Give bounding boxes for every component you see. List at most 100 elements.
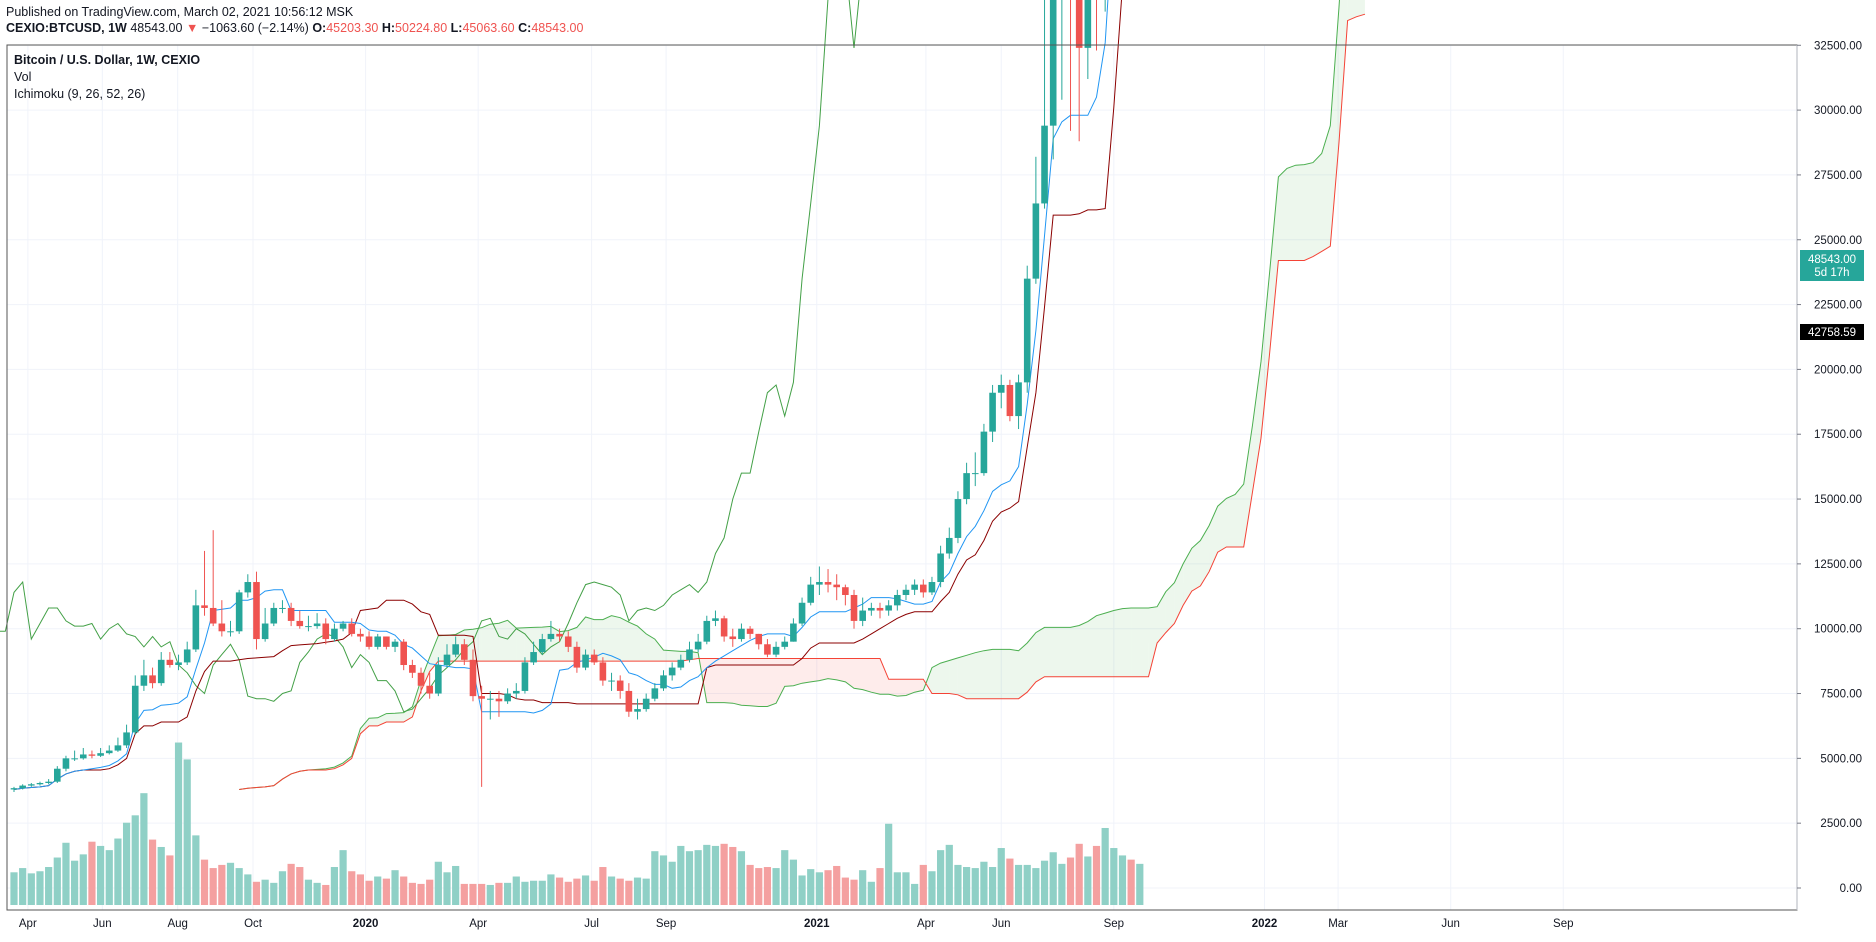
candle-body: [97, 753, 104, 756]
volume-bar: [36, 871, 44, 905]
cloud-segment: [1287, 165, 1296, 261]
month-tick-label: Mar: [1328, 918, 1348, 930]
cloud-segment: [1261, 271, 1270, 439]
cloud-segment: [1295, 164, 1305, 261]
volume-bar: [157, 846, 165, 905]
year-tick-label: 2022: [1252, 918, 1278, 930]
candle-body: [279, 607, 286, 609]
candle-body: [902, 589, 910, 595]
candle-body: [469, 659, 477, 697]
volume-bar: [218, 864, 226, 905]
candle-body: [383, 636, 390, 647]
candle-body: [868, 607, 875, 611]
candle-body: [391, 641, 399, 647]
candle-body: [105, 750, 113, 754]
last-price: 48543.00: [130, 21, 183, 35]
ichimoku-lines: [0, 0, 1366, 790]
volume-bar: [166, 855, 174, 905]
price-tick-label: 2500.00: [1820, 818, 1862, 830]
candle-body: [547, 633, 555, 640]
volume-bar: [1110, 848, 1118, 905]
cloud-segment: [1070, 625, 1080, 677]
candle-body: [634, 709, 641, 712]
cloud-segment: [646, 633, 655, 662]
volume-bar: [174, 742, 183, 905]
volume-bar: [1040, 860, 1049, 905]
cloud-segment: [871, 658, 880, 695]
volume-bar: [980, 861, 988, 905]
volume-bar: [313, 882, 321, 905]
cloud-segment: [802, 658, 811, 684]
cloud-segment: [1269, 176, 1279, 353]
price-tick-label: 22500.00: [1814, 300, 1862, 312]
candle-body: [209, 607, 217, 624]
candle-body: [729, 636, 737, 640]
candle-body: [798, 602, 806, 624]
cloud-segment: [905, 679, 915, 696]
candle-body: [668, 667, 676, 676]
price-tick-label: 7500.00: [1820, 689, 1862, 701]
price-tick-label: 10000.00: [1814, 624, 1862, 636]
month-tick-label: Jun: [992, 918, 1011, 930]
cloud-segment: [715, 658, 725, 703]
volume-bar: [1092, 845, 1101, 905]
volume-bar: [322, 884, 330, 905]
volume-bar: [971, 868, 979, 905]
month-tick-label: Apr: [917, 918, 935, 930]
cloud-segment: [758, 658, 768, 707]
volume-bar: [252, 881, 261, 905]
cloud-segment: [594, 619, 603, 662]
volume-bar: [330, 867, 339, 905]
volume-bar: [1066, 857, 1075, 905]
cloud-segment: [750, 658, 759, 707]
volume-bar: [763, 867, 772, 905]
volume-bar: [885, 823, 893, 905]
price-tick-label: 30000.00: [1814, 105, 1862, 117]
cloud-segment: [395, 712, 404, 723]
cloud-segment: [914, 679, 924, 693]
candle-body: [357, 633, 364, 637]
candle-body: [322, 623, 330, 640]
volume-bar: [192, 835, 200, 905]
volume-bar: [755, 868, 763, 905]
cloud-segment: [498, 620, 508, 662]
cloud-segment: [836, 658, 846, 682]
cloud-segment: [992, 649, 1002, 699]
cloud-segment: [880, 658, 889, 695]
cloud-segment: [1157, 591, 1166, 643]
legend-title: Bitcoin / U.S. Dollar, 1W, CEXIO: [14, 53, 200, 67]
volume-bar: [183, 759, 191, 905]
volume-bar: [651, 851, 659, 905]
cloud-segment: [1105, 610, 1114, 677]
volume-bar: [789, 859, 797, 905]
open-label: O:: [312, 21, 327, 35]
volume-bar: [200, 859, 209, 905]
price-tick-label: 32500.00: [1814, 40, 1862, 52]
candle-body: [1084, 0, 1092, 48]
candle-body: [807, 584, 815, 603]
volume-bar: [694, 850, 702, 905]
candle-body: [764, 644, 771, 655]
candle-body: [1015, 382, 1022, 417]
candle-body: [175, 662, 182, 666]
candle-body: [642, 698, 650, 710]
month-tick-label: Apr: [469, 918, 487, 930]
cloud-segment: [1243, 425, 1253, 548]
candle-body: [746, 628, 754, 634]
cloud-segment: [1079, 621, 1088, 677]
candle-body: [261, 623, 269, 640]
candle-body: [149, 675, 156, 684]
volume-bar: [391, 870, 399, 905]
cloud-segment: [386, 713, 396, 723]
volume-bar: [1023, 864, 1031, 905]
hline-badge-value: 42758.59: [1808, 327, 1856, 339]
cloud-segment: [1053, 627, 1062, 677]
lagging-span-line: [0, 0, 860, 713]
year-tick-label: 2021: [804, 918, 830, 930]
month-tick-label: Oct: [244, 918, 263, 930]
candle-body: [677, 659, 685, 668]
high-value: 50224.80: [395, 21, 448, 35]
volume-bar: [590, 880, 598, 905]
candle-body: [227, 631, 234, 633]
